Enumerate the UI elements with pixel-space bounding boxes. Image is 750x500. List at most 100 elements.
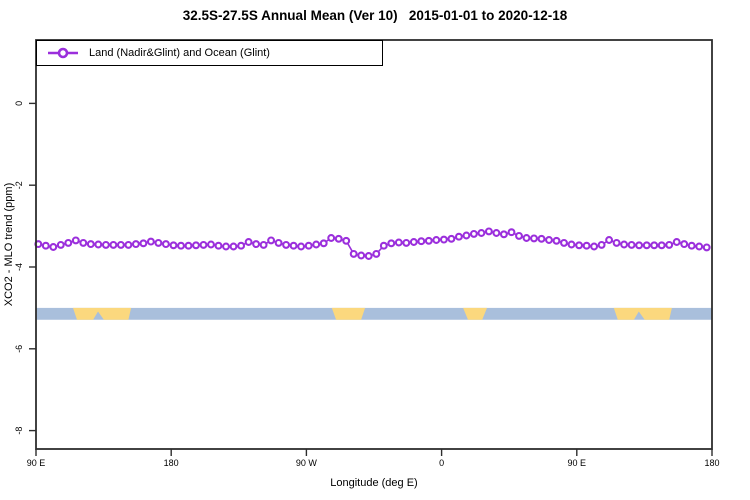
series-marker	[627, 240, 636, 249]
series-marker	[575, 241, 584, 250]
series-marker	[297, 242, 306, 251]
series-marker	[372, 249, 381, 258]
land-patch-south-africa	[463, 307, 487, 320]
series-marker	[387, 239, 396, 248]
chart-title: 32.5S-27.5S Annual Mean (Ver 10) 2015-01…	[182, 8, 568, 23]
series-marker	[101, 240, 110, 249]
series-marker	[116, 240, 125, 249]
series-marker	[274, 238, 283, 247]
series-marker	[672, 238, 681, 246]
series-marker	[79, 238, 88, 247]
series-marker	[695, 242, 704, 251]
x-axis-title: Longitude (deg E)	[330, 477, 417, 489]
series-marker	[432, 236, 441, 244]
series-marker	[469, 229, 478, 238]
series-marker	[86, 240, 95, 249]
series-marker	[304, 241, 313, 250]
series-marker	[199, 240, 208, 249]
series-marker	[590, 242, 599, 251]
series-marker	[131, 240, 140, 249]
y-tick-label: -2	[14, 181, 24, 189]
series-marker	[64, 238, 73, 247]
series-marker	[312, 240, 321, 249]
series-marker	[379, 241, 388, 250]
x-tick-label: 0	[439, 458, 444, 468]
series-marker	[417, 237, 426, 246]
series-marker	[71, 236, 80, 245]
series-marker	[244, 238, 253, 246]
series-marker	[522, 234, 531, 242]
series-marker	[560, 238, 568, 247]
x-tick-label: 90 E	[27, 458, 46, 468]
series-marker	[499, 230, 508, 239]
series-marker	[687, 241, 696, 250]
land-patch-australia-wrapped	[613, 307, 672, 320]
ocean-band	[36, 307, 712, 320]
series-marker	[454, 232, 463, 241]
y-axis-title: XCO2 - MLO trend (ppm)	[3, 183, 15, 306]
series-marker	[184, 241, 193, 250]
series-marker	[146, 237, 155, 246]
series-marker	[334, 234, 343, 243]
series-marker	[169, 241, 178, 250]
series-marker	[635, 241, 644, 250]
series-marker	[447, 234, 456, 243]
legend-marker-icon	[48, 47, 78, 59]
series-marker	[620, 240, 629, 249]
x-tick-label: 90 E	[568, 458, 587, 468]
series-marker	[357, 251, 366, 260]
series-marker	[612, 238, 621, 247]
x-tick-label: 90 W	[296, 458, 318, 468]
series-marker	[530, 234, 538, 243]
series-marker	[94, 240, 103, 249]
series-marker	[394, 238, 403, 247]
series-marker	[192, 241, 200, 250]
series-marker	[109, 240, 118, 249]
series-marker	[424, 236, 433, 245]
series-marker	[402, 238, 411, 247]
series-marker	[49, 243, 58, 251]
y-tick-label: -8	[14, 427, 24, 435]
series-marker	[537, 234, 546, 243]
x-tick-label: 180	[164, 458, 179, 468]
series-marker	[409, 238, 418, 246]
legend-label: Land (Nadir&Glint) and Ocean (Glint)	[89, 47, 270, 59]
land-patch-australia	[73, 307, 132, 320]
series-marker	[327, 234, 336, 242]
series-marker	[289, 241, 298, 250]
y-tick-label: 0	[14, 101, 24, 106]
series-marker	[665, 240, 674, 249]
series-marker	[282, 240, 291, 249]
series-marker	[597, 240, 606, 249]
series-marker	[477, 229, 486, 237]
y-tick-label: -6	[14, 345, 24, 353]
series-marker	[349, 249, 358, 258]
series-marker	[545, 236, 553, 244]
series-marker	[237, 241, 246, 250]
series-marker	[252, 240, 261, 249]
series-marker	[642, 241, 651, 250]
series-marker	[462, 231, 471, 240]
series-marker	[342, 236, 351, 245]
series-marker	[439, 235, 448, 244]
land-patch-south-america	[331, 307, 366, 320]
series-marker	[492, 229, 501, 237]
series-marker	[154, 238, 163, 247]
series-marker	[507, 228, 516, 237]
series-marker	[56, 240, 65, 249]
legend-box: Land (Nadir&Glint) and Ocean (Glint)	[36, 40, 383, 66]
series-marker	[267, 236, 276, 245]
series-marker	[161, 240, 170, 249]
series-marker	[582, 241, 591, 250]
series-marker	[177, 241, 185, 250]
series-marker	[319, 239, 328, 248]
series-marker	[515, 231, 523, 240]
series-marker	[139, 239, 148, 248]
series-marker	[484, 227, 493, 236]
series-marker	[650, 241, 659, 250]
series-marker	[259, 240, 268, 249]
series-marker	[222, 242, 230, 251]
series-marker	[229, 242, 238, 251]
